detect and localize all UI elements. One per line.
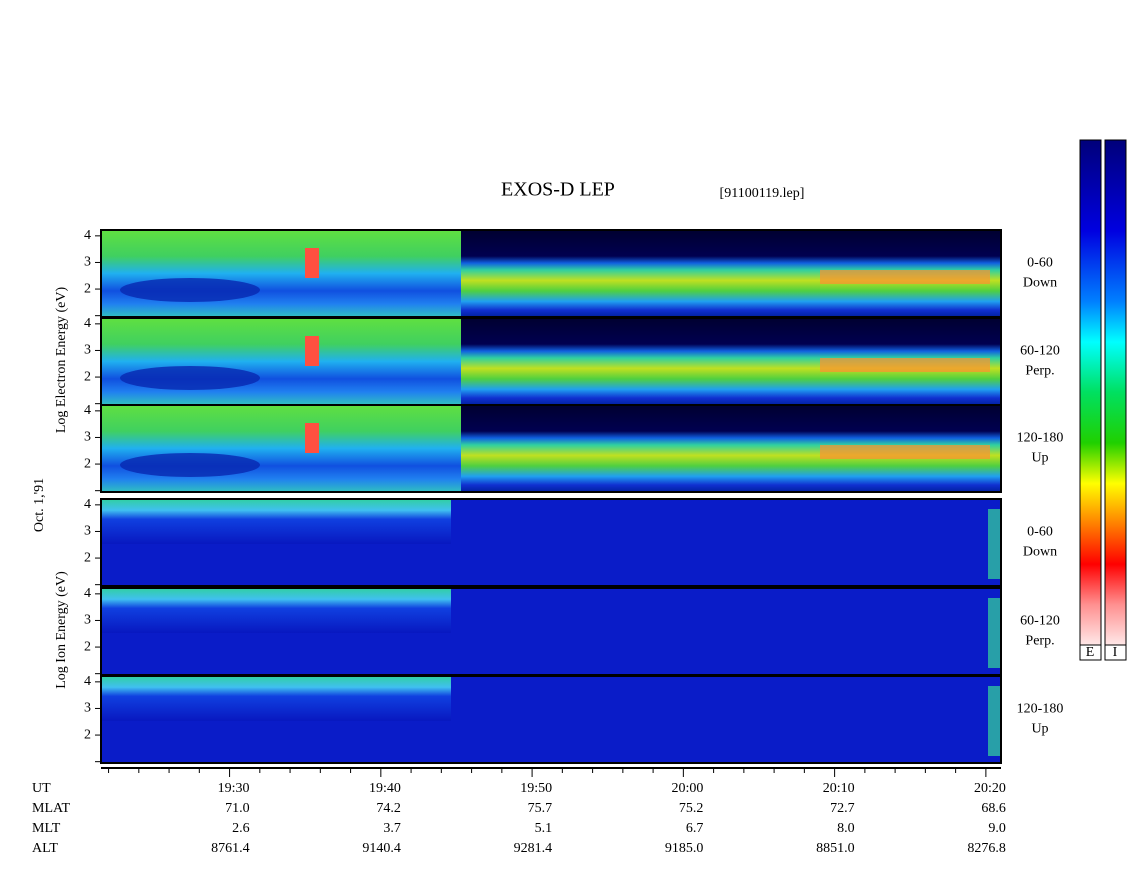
y-tick-label: 4 bbox=[84, 674, 91, 689]
panel-angle-label: 60-120 bbox=[1020, 614, 1060, 629]
ephemeris-value: 68.6 bbox=[981, 801, 1006, 816]
x-axis-title: UT bbox=[32, 781, 51, 796]
ephemeris-value: 75.7 bbox=[528, 801, 553, 816]
date-label: Oct. 1,'91 bbox=[32, 478, 47, 532]
spectrogram-region bbox=[101, 230, 461, 317]
y-tick-label: 3 bbox=[84, 343, 91, 358]
y-tick-label: 3 bbox=[84, 701, 91, 716]
y-tick-label: 2 bbox=[84, 369, 91, 384]
y-tick-label: 3 bbox=[84, 524, 91, 539]
y-tick-label: 3 bbox=[84, 613, 91, 628]
panel-frame bbox=[100, 498, 1002, 587]
panel-angle-label: 0-60 bbox=[1027, 525, 1053, 540]
spectrogram-region bbox=[101, 588, 451, 633]
spectrogram-region bbox=[101, 499, 451, 544]
x-tick-label: 19:50 bbox=[520, 781, 552, 796]
y-tick-label: 4 bbox=[84, 228, 91, 243]
y-tick-label: 2 bbox=[84, 727, 91, 742]
panel-direction-label: Perp. bbox=[1025, 364, 1054, 379]
y-tick-label: 2 bbox=[84, 639, 91, 654]
spectrogram-feature bbox=[120, 278, 260, 302]
panel-direction-label: Up bbox=[1031, 451, 1048, 466]
y-tick-label: 3 bbox=[84, 255, 91, 270]
panel-direction-label: Down bbox=[1023, 545, 1057, 560]
ephemeris-label: MLT bbox=[32, 821, 61, 836]
colorbar bbox=[1104, 139, 1127, 646]
colorbar-label-box bbox=[1104, 644, 1127, 661]
spectrogram-feature bbox=[988, 509, 1001, 579]
panel-frame bbox=[100, 404, 1002, 493]
ephemeris-value: 8276.8 bbox=[967, 841, 1006, 856]
colorbar bbox=[1079, 139, 1102, 646]
ephemeris-value: 75.2 bbox=[679, 801, 704, 816]
y-tick-label: 2 bbox=[84, 281, 91, 296]
spectrogram-feature bbox=[305, 336, 319, 366]
colorbar-label-box bbox=[1079, 644, 1102, 661]
ephemeris-value: 71.0 bbox=[225, 801, 250, 816]
ephemeris-value: 8.0 bbox=[837, 821, 855, 836]
x-tick-label: 20:10 bbox=[823, 781, 855, 796]
ephemeris-value: 6.7 bbox=[686, 821, 704, 836]
spectrogram-feature bbox=[988, 686, 1001, 756]
panel-direction-label: Up bbox=[1031, 722, 1048, 737]
y-tick-label: 2 bbox=[84, 550, 91, 565]
ephemeris-value: 74.2 bbox=[376, 801, 401, 816]
panel-angle-label: 60-120 bbox=[1020, 344, 1060, 359]
ephemeris-value: 3.7 bbox=[383, 821, 401, 836]
x-tick-label: 20:00 bbox=[671, 781, 703, 796]
y-tick-label: 4 bbox=[84, 586, 91, 601]
ephemeris-value: 2.6 bbox=[232, 821, 250, 836]
x-tick-label: 19:40 bbox=[369, 781, 401, 796]
panel-frame bbox=[100, 675, 1002, 764]
ephemeris-value: 72.7 bbox=[830, 801, 855, 816]
ephemeris-value: 9.0 bbox=[988, 821, 1006, 836]
ephemeris-value: 9140.4 bbox=[362, 841, 401, 856]
y-axis-title: Log Ion Energy (eV) bbox=[54, 571, 69, 689]
x-tick-label: 19:30 bbox=[218, 781, 250, 796]
ephemeris-value: 8761.4 bbox=[211, 841, 250, 856]
spectrogram-feature bbox=[820, 445, 990, 459]
ephemeris-value: 9185.0 bbox=[665, 841, 704, 856]
spectrogram-feature bbox=[305, 423, 319, 453]
ephemeris-value: 9281.4 bbox=[514, 841, 553, 856]
y-tick-label: 4 bbox=[84, 403, 91, 418]
spectrogram-feature bbox=[988, 598, 1001, 668]
y-tick-label: 4 bbox=[84, 316, 91, 331]
spectrogram-region bbox=[101, 318, 461, 405]
y-axis-title: Log Electron Energy (eV) bbox=[54, 287, 69, 434]
spectrogram-feature bbox=[120, 453, 260, 477]
y-tick-label: 4 bbox=[84, 497, 91, 512]
ephemeris-label: ALT bbox=[32, 841, 58, 856]
spectrogram-feature bbox=[120, 366, 260, 390]
ephemeris-value: 8851.0 bbox=[816, 841, 855, 856]
panel-angle-label: 120-180 bbox=[1017, 431, 1064, 446]
spectrogram-feature bbox=[820, 270, 990, 284]
spectrogram-region bbox=[101, 676, 451, 721]
spectrogram-feature bbox=[820, 358, 990, 372]
colorbar-label: E bbox=[1086, 645, 1095, 660]
spectrogram-region bbox=[101, 405, 461, 492]
x-tick-label: 20:20 bbox=[974, 781, 1006, 796]
ephemeris-value: 5.1 bbox=[535, 821, 553, 836]
y-tick-label: 2 bbox=[84, 456, 91, 471]
panel-angle-label: 120-180 bbox=[1017, 702, 1064, 717]
ephemeris-label: MLAT bbox=[32, 801, 71, 816]
panel-direction-label: Down bbox=[1023, 276, 1057, 291]
panel-direction-label: Perp. bbox=[1025, 634, 1054, 649]
colorbar-label: I bbox=[1113, 645, 1118, 660]
chart-title: EXOS-D LEP bbox=[501, 179, 615, 201]
spectrogram-feature bbox=[305, 248, 319, 278]
y-tick-label: 3 bbox=[84, 430, 91, 445]
chart-subtitle: [91100119.lep] bbox=[720, 186, 805, 201]
panel-angle-label: 0-60 bbox=[1027, 256, 1053, 271]
